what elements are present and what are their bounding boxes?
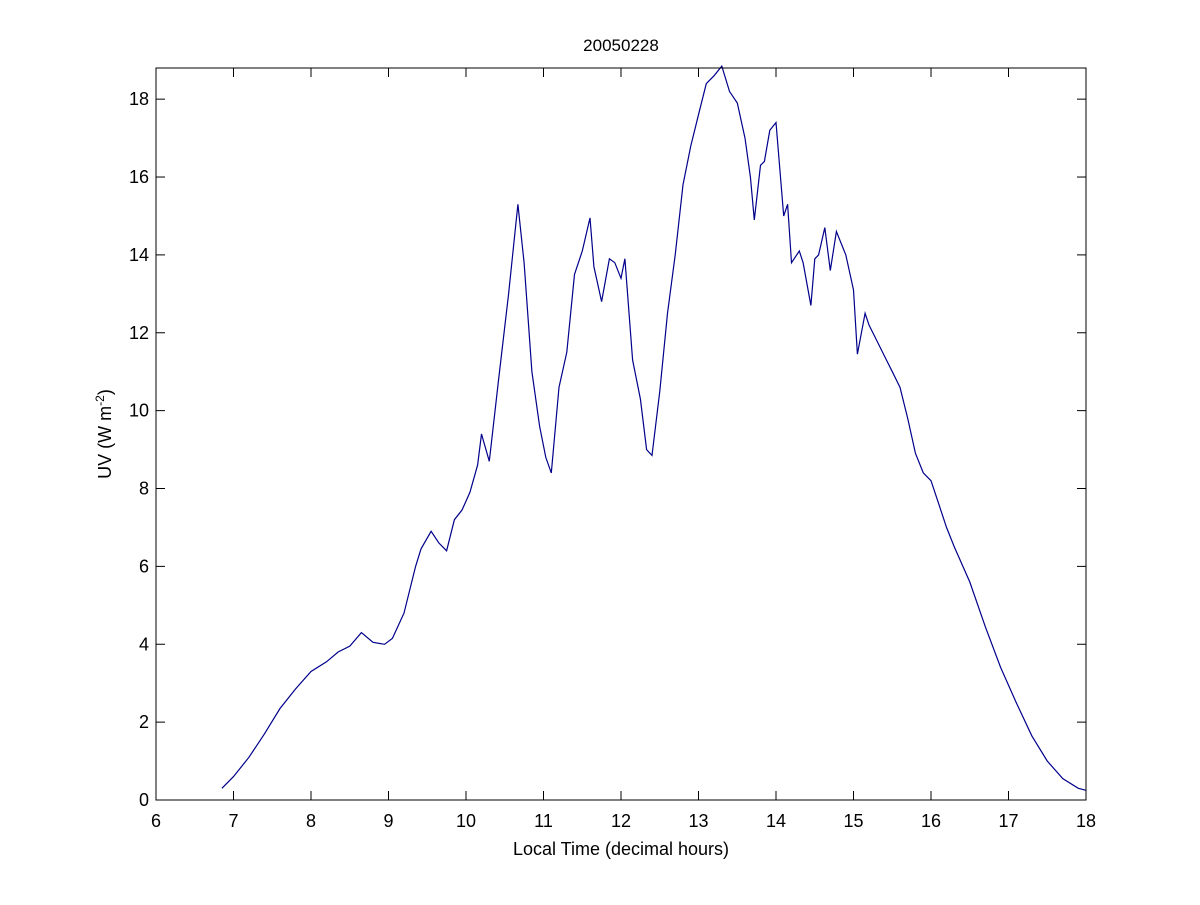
x-tick-label: 9 <box>383 811 393 831</box>
x-tick-label: 17 <box>998 811 1018 831</box>
x-tick-label: 13 <box>688 811 708 831</box>
y-axis-label: UV (W m-2) <box>93 389 115 479</box>
y-tick-label: 14 <box>129 245 149 265</box>
x-tick-label: 14 <box>766 811 786 831</box>
y-tick-label: 12 <box>129 323 149 343</box>
uv-series-line <box>221 64 1087 791</box>
x-tick-label: 6 <box>151 811 161 831</box>
y-tick-label: 2 <box>139 712 149 732</box>
y-axis-label-end: ) <box>95 389 115 395</box>
y-tick-label: 6 <box>139 556 149 576</box>
y-tick-label: 4 <box>139 634 149 654</box>
x-tick-label: 11 <box>534 811 553 831</box>
y-tick-label: 8 <box>139 479 149 499</box>
x-tick-label: 7 <box>228 811 238 831</box>
x-tick-label: 12 <box>611 811 631 831</box>
plot-area-frame <box>155 67 1087 801</box>
x-tick-label: 8 <box>306 811 316 831</box>
y-tick-label: 18 <box>129 89 149 109</box>
y-axis-label-main: UV (W m <box>95 406 115 479</box>
y-axis-label-exponent: -2 <box>93 395 107 406</box>
x-tick-label: 15 <box>843 811 863 831</box>
ticks-layer: 6 7 8 9 10 11 12 13 14 15 16 17 18 0 2 4 6 8 10 12 14 16 18 <box>129 68 1096 831</box>
x-tick-label: 16 <box>921 811 941 831</box>
y-tick-label: 16 <box>129 167 149 187</box>
chart-title: 20050228 <box>583 36 659 55</box>
y-tick-label: 0 <box>139 790 149 810</box>
x-tick-label: 18 <box>1076 811 1096 831</box>
x-tick-label: 10 <box>456 811 476 831</box>
plot-area-background <box>156 68 1086 800</box>
y-tick-label: 10 <box>129 401 149 421</box>
x-axis-label: Local Time (decimal hours) <box>513 839 729 859</box>
